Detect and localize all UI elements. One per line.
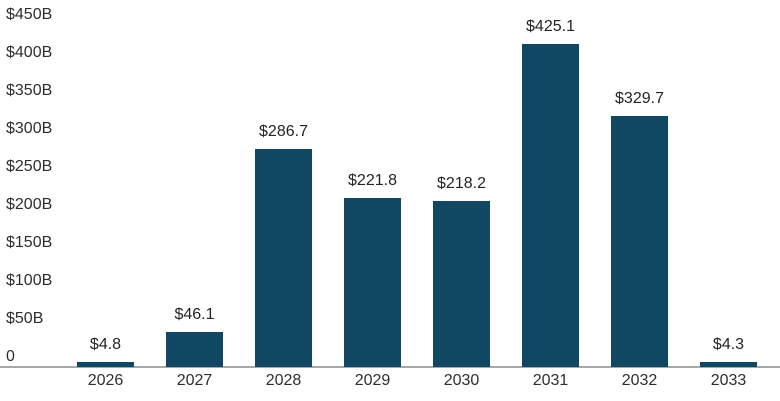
bar-value-label: $218.2 bbox=[437, 175, 486, 193]
bar bbox=[700, 362, 757, 367]
x-axis-tick-label: 2029 bbox=[354, 372, 391, 389]
bar-value-label: $425.1 bbox=[526, 17, 575, 35]
x-axis-tick-label: 2030 bbox=[443, 372, 480, 389]
y-axis-tick-label: $100B bbox=[6, 272, 53, 289]
bar bbox=[344, 198, 401, 367]
bar-value-label: $4.8 bbox=[89, 336, 122, 353]
x-axis-tick-label: 2033 bbox=[710, 372, 747, 389]
x-axis-tick-label: 2027 bbox=[176, 372, 213, 389]
x-axis-tick-label: 2028 bbox=[265, 372, 302, 389]
y-axis-tick-label: $350B bbox=[6, 82, 53, 99]
x-axis-line bbox=[0, 366, 780, 368]
bar bbox=[611, 116, 668, 367]
y-axis-tick-label: $400B bbox=[6, 44, 53, 61]
y-axis-tick-label: $150B bbox=[6, 234, 53, 251]
y-axis-tick-label: 0 bbox=[6, 348, 15, 365]
x-axis-tick-label: 2031 bbox=[532, 372, 569, 389]
x-axis-tick-label: 2026 bbox=[87, 372, 124, 389]
y-axis-tick-label: $50B bbox=[6, 310, 44, 327]
y-axis-tick-label: $200B bbox=[6, 196, 53, 213]
y-axis-tick-label: $250B bbox=[6, 158, 53, 175]
y-axis-tick-label: $450B bbox=[6, 6, 53, 23]
y-axis-tick-label: $300B bbox=[6, 120, 53, 137]
bar-value-label: $329.7 bbox=[615, 90, 664, 108]
bar-value-label: $221.8 bbox=[348, 172, 397, 190]
bar bbox=[166, 331, 223, 367]
bar bbox=[77, 362, 134, 367]
bar bbox=[255, 149, 312, 367]
x-axis-tick-label: 2032 bbox=[621, 372, 658, 389]
bar-value-label: $46.1 bbox=[174, 305, 215, 323]
bar bbox=[522, 43, 579, 367]
bar-value-label: $286.7 bbox=[259, 123, 308, 141]
bar-value-label: $4.3 bbox=[712, 336, 745, 353]
bar bbox=[433, 201, 490, 367]
